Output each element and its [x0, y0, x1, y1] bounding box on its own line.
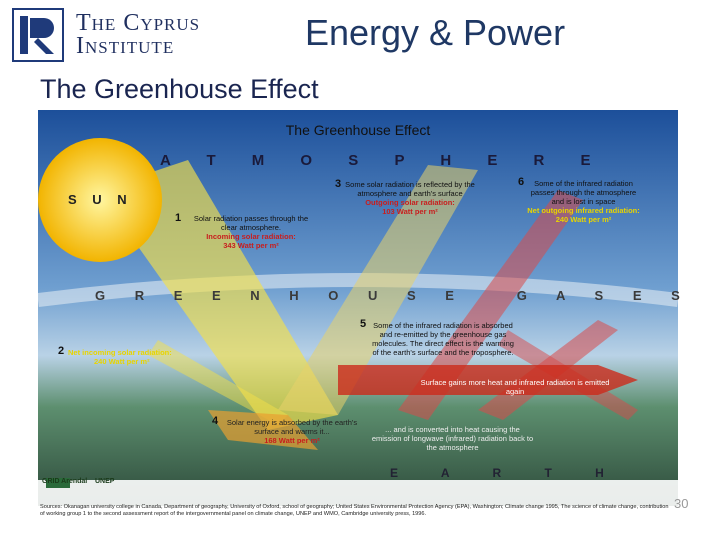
source-note: Sources: Okanagan university college in … [40, 504, 669, 517]
converted-note: ... and is converted into heat causing t… [371, 425, 534, 452]
step-number: 2 [58, 345, 65, 357]
step-box: Some solar radiation is reflected by the… [340, 180, 480, 216]
step-highlight: Net outgoing infrared radiation: [527, 206, 640, 215]
step-number: 1 [175, 212, 182, 224]
step-text: Solar radiation passes through the clear… [193, 214, 309, 232]
step-number: 6 [518, 176, 525, 188]
step-box: Solar energy is absorbed by the earth's … [222, 418, 362, 445]
atmosphere-label: A T M O S P H E R E [160, 152, 607, 169]
step-box: Some of the infrared radiation is absorb… [368, 321, 518, 357]
diagram-art [38, 110, 678, 506]
earth-label: E A R T H [390, 466, 624, 480]
slide-title: Energy & Power [304, 12, 566, 53]
logo-text: Institute [76, 33, 175, 59]
greenhouse-label: G R E E N H O U S E G A S E S [95, 288, 693, 303]
step-number: 3 [335, 178, 342, 190]
logo-label: GRID Arendal [42, 478, 88, 485]
diagram-title: The Greenhouse Effect [285, 122, 431, 138]
step-number: 4 [212, 415, 219, 427]
step-amount: 103 Watt per m² [382, 207, 438, 216]
step-amount: 168 Watt per m² [264, 436, 320, 445]
step-amount: 343 Watt per m² [223, 241, 279, 250]
step-text: Some solar radiation is reflected by the… [345, 180, 475, 198]
step-number: 5 [360, 318, 367, 330]
logo-label: UNEP [95, 478, 115, 485]
sun-label: S U N [68, 192, 133, 207]
step-highlight: Outgoing solar radiation: [365, 198, 455, 207]
step-text: Some of the infrared radiation passes th… [530, 179, 637, 206]
step-highlight: Net incoming solar radiation: [68, 348, 172, 357]
step-highlight: Incoming solar radiation: [206, 232, 296, 241]
logo-mark [12, 8, 64, 62]
surface-note: Surface gains more heat and infrared rad… [420, 378, 610, 396]
step-box: Net incoming solar radiation: 240 Watt pe… [68, 348, 208, 366]
step-box: Some of the infrared radiation passes th… [526, 179, 641, 224]
page-number: 30 [674, 496, 689, 511]
step-amount: 240 Watt per m² [555, 215, 612, 224]
step-box: Solar radiation passes through the clear… [186, 214, 316, 250]
step-text: Some of the infrared radiation is absorb… [372, 321, 514, 357]
logo-text: The Cyprus [76, 10, 201, 36]
step-text: Solar energy is absorbed by the earth's … [226, 418, 358, 436]
slide-subtitle: The Greenhouse Effect [40, 74, 319, 104]
step-amount: 240 Watt per m² [94, 357, 150, 366]
